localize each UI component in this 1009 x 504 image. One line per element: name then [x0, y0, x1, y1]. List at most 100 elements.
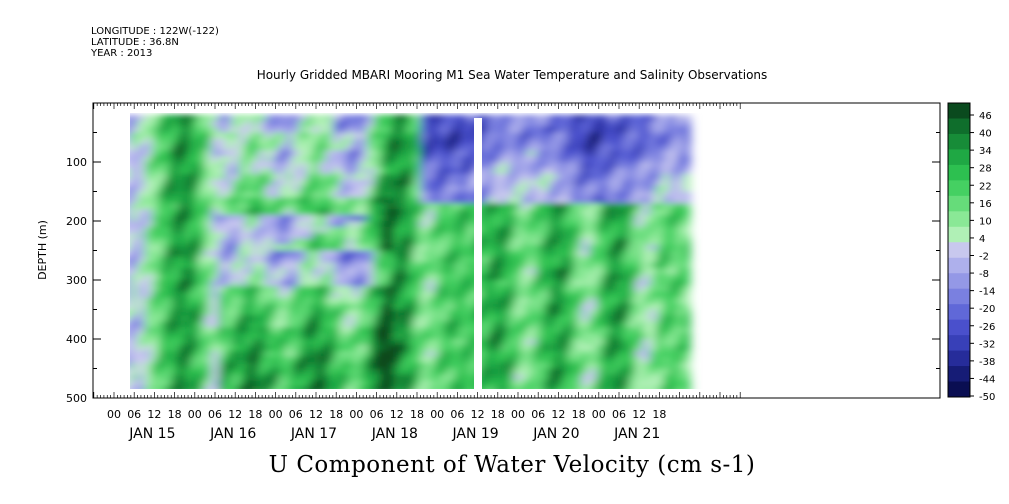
heatmap-cell: [413, 244, 422, 252]
heatmap-cell: [507, 156, 516, 163]
heatmap-cell: [380, 114, 388, 122]
heatmap-cell: [481, 126, 489, 134]
heatmap-cell: [622, 126, 631, 134]
heatmap-cell: [326, 303, 334, 311]
heatmap-cell: [507, 274, 516, 281]
heatmap-cell: [252, 350, 260, 358]
heatmap-cell: [279, 232, 287, 240]
heatmap-cell: [440, 380, 449, 388]
heatmap-cell: [507, 285, 516, 293]
heatmap-cell: [521, 374, 530, 382]
heatmap-cell: [393, 156, 402, 163]
heatmap-cell: [514, 162, 523, 169]
heatmap-cell: [346, 232, 354, 240]
heatmap-cell: [568, 185, 577, 193]
heatmap-cell: [285, 173, 294, 181]
heatmap-cell: [184, 126, 193, 134]
heatmap-cell: [460, 150, 469, 158]
heatmap-cell: [272, 120, 280, 128]
heatmap-cell: [144, 203, 152, 211]
colorbar-swatch: [948, 211, 970, 228]
heatmap-cell: [454, 333, 462, 340]
heatmap-cell: [211, 197, 220, 205]
heatmap-cell: [427, 156, 435, 163]
heatmap-cell: [595, 209, 604, 217]
heatmap-cell: [548, 280, 556, 287]
heatmap-cell: [481, 262, 489, 270]
heatmap-cell: [521, 126, 530, 134]
heatmap-cell: [178, 321, 186, 329]
heatmap-cell: [427, 132, 435, 140]
heatmap-cell: [178, 285, 186, 293]
heatmap-cell: [521, 344, 530, 352]
heatmap-cell: [305, 380, 314, 388]
heatmap-cell: [635, 374, 644, 382]
heatmap-cell: [225, 179, 233, 187]
heatmap-cell: [144, 162, 152, 169]
heatmap-cell: [629, 344, 637, 352]
heatmap-cell: [582, 226, 590, 234]
heatmap-cell: [184, 262, 193, 270]
heatmap-cell: [326, 191, 334, 199]
heatmap-cell: [339, 380, 348, 388]
heatmap-cell: [332, 339, 341, 346]
heatmap-cell: [676, 209, 684, 217]
heatmap-cell: [305, 197, 314, 205]
heatmap-cell: [272, 285, 280, 293]
heatmap-cell: [312, 179, 321, 187]
heatmap-cell: [171, 321, 179, 329]
heatmap-cell: [305, 309, 314, 317]
heatmap-cell: [555, 362, 563, 370]
heatmap-cell: [501, 250, 509, 258]
heatmap-cell: [373, 321, 381, 329]
heatmap-cell: [157, 309, 166, 317]
heatmap-cell: [440, 297, 449, 305]
heatmap-cell: [184, 114, 193, 122]
heatmap-cell: [649, 374, 657, 382]
heatmap-cell: [669, 185, 678, 193]
heatmap-cell: [178, 138, 186, 146]
heatmap-cell: [635, 327, 644, 335]
heatmap-cell: [292, 215, 301, 222]
heatmap-cell: [292, 150, 301, 158]
heatmap-cell: [332, 191, 341, 199]
heatmap-cell: [157, 303, 166, 311]
heatmap-cell: [252, 250, 260, 258]
heatmap-cell: [353, 250, 361, 258]
heatmap-cell: [231, 356, 240, 364]
heatmap-cell: [622, 344, 631, 352]
heatmap-cell: [555, 226, 563, 234]
heatmap-cell: [171, 203, 179, 211]
heatmap-cell: [413, 327, 422, 335]
heatmap-cell: [507, 291, 516, 299]
heatmap-cell: [299, 344, 307, 352]
heatmap-cell: [265, 191, 274, 199]
heatmap-cell: [332, 226, 341, 234]
heatmap-cell: [258, 126, 267, 134]
heatmap-cell: [305, 356, 314, 364]
heatmap-cell: [420, 333, 429, 340]
heatmap-cell: [218, 226, 227, 234]
heatmap-cell: [204, 368, 213, 376]
heatmap-cell: [373, 191, 381, 199]
heatmap-cell: [575, 191, 583, 199]
colorbar-tick-label: 4: [979, 234, 985, 245]
heatmap-cell: [400, 303, 408, 311]
heatmap-cell: [137, 362, 146, 370]
heatmap-cell: [683, 321, 691, 329]
heatmap-cell: [568, 238, 577, 246]
heatmap-cell: [541, 262, 550, 270]
heatmap-cell: [595, 374, 604, 382]
heatmap-cell: [332, 333, 341, 340]
heatmap-cell: [130, 333, 139, 340]
heatmap-cell: [595, 350, 604, 358]
heatmap-cell: [164, 309, 173, 317]
heatmap-cell: [211, 285, 220, 293]
heatmap-cell: [413, 162, 422, 169]
heatmap-cell: [346, 167, 354, 175]
heatmap-cell: [353, 150, 361, 158]
heatmap-cell: [656, 221, 664, 228]
heatmap-cell: [406, 356, 415, 364]
heatmap-cell: [608, 262, 617, 270]
heatmap-cell: [157, 374, 166, 382]
